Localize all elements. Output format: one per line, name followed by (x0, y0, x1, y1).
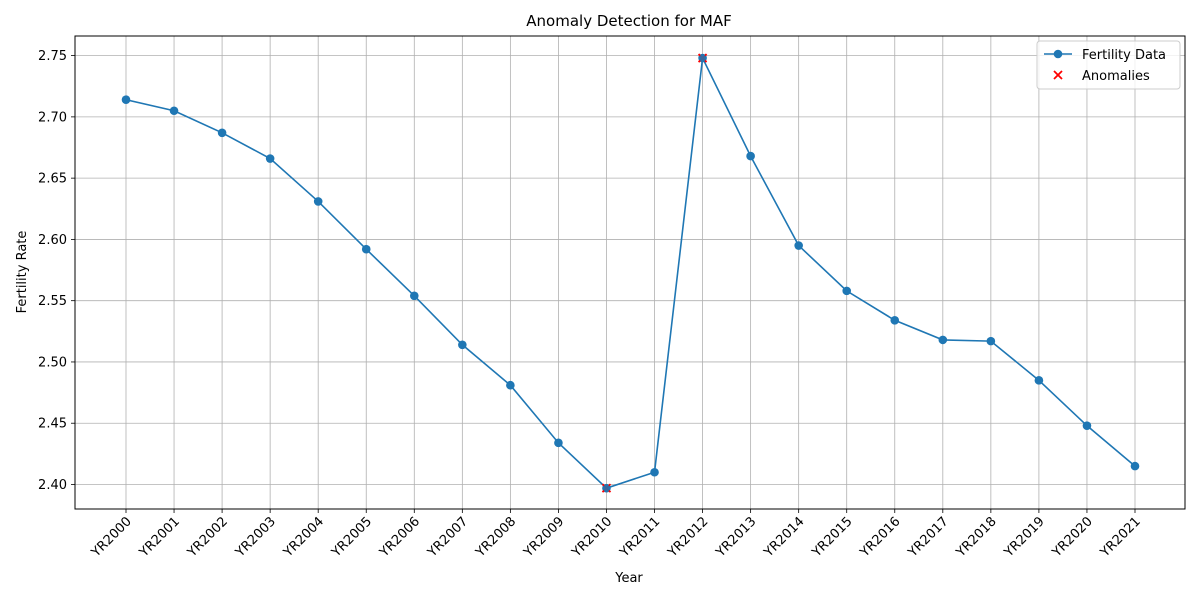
legend: Fertility Data Anomalies (1036, 40, 1181, 90)
x-tick-label: YR2005 (328, 514, 375, 561)
legend-label-anomalies: Anomalies (1082, 69, 1150, 84)
fertility-data-point (265, 154, 275, 163)
fertility-data-point (890, 315, 900, 325)
legend-label-fertility: Fertility Data (1082, 48, 1166, 63)
x-tick-label: YR2021 (1097, 514, 1144, 561)
fertility-data-point (1130, 461, 1140, 471)
legend-box (1036, 40, 1181, 90)
chart-title: Anomaly Detection for MAF (526, 12, 731, 30)
legend-anomaly-swatch (1053, 70, 1063, 80)
x-tick-label: YR2015 (809, 514, 856, 561)
y-tick-label: 2.55 (38, 294, 67, 309)
y-tick-label: 2.60 (38, 233, 67, 248)
anomaly-marker (601, 483, 612, 493)
x-tick-label: YR2003 (232, 514, 279, 561)
fertility-data-point (746, 151, 755, 161)
fertility-data-point (842, 286, 852, 296)
fertility-data-point (313, 197, 323, 206)
fertility-data-point (1034, 376, 1044, 385)
fertility-data-point (458, 340, 467, 350)
y-tick-label: 2.45 (38, 417, 67, 432)
x-tick-label: YR2004 (280, 514, 327, 561)
fertility-data-point (121, 95, 131, 105)
x-axis-title: Year (614, 571, 643, 586)
x-tick-label: YR2019 (1001, 514, 1048, 561)
fertility-data-point (650, 467, 659, 477)
fertility-data-point (361, 244, 371, 254)
x-tick-label: YR2002 (184, 514, 231, 561)
x-tick-label: YR2013 (713, 514, 760, 561)
plot-frame (74, 35, 1186, 510)
fertility-data-point (506, 380, 515, 390)
fertility-data-point (554, 438, 563, 448)
y-tick-label: 2.65 (38, 172, 67, 187)
x-tick-label: YR2006 (376, 514, 423, 561)
fertility-data-point (794, 241, 803, 250)
x-tick-label: YR2007 (424, 514, 471, 561)
x-tick-label: YR2016 (857, 514, 904, 561)
x-tick-label: YR2017 (905, 514, 952, 561)
fertility-data-point (169, 106, 179, 116)
x-tick-label: YR2014 (761, 514, 808, 561)
fertility-data-point (409, 291, 419, 301)
y-tick-label: 2.40 (38, 478, 67, 493)
plot-data (121, 53, 1140, 493)
fertility-data-point (217, 128, 227, 138)
anomaly-marker (697, 53, 708, 63)
fertility-data-point (1082, 421, 1092, 430)
y-axis-title: Fertility Rate (15, 231, 30, 314)
x-tick-label: YR2020 (1049, 514, 1096, 561)
x-tick-label: YR2011 (617, 514, 664, 561)
x-tick-label: YR2018 (953, 514, 1000, 561)
x-tick-label: YR2000 (88, 514, 135, 561)
x-tick-label: YR2010 (569, 514, 616, 561)
x-tick-label: YR2012 (665, 514, 712, 561)
y-tick-label: 2.50 (38, 355, 67, 370)
fertility-data-line (125, 55, 1136, 490)
fertility-data-point (986, 336, 996, 346)
fertility-data-point (938, 335, 948, 345)
x-tick-label: YR2009 (521, 514, 568, 561)
x-tick-label: YR2008 (472, 514, 519, 561)
grid (75, 36, 1185, 509)
legend-marker-swatch (1053, 49, 1063, 59)
y-tick-label: 2.75 (38, 49, 67, 64)
x-tick-label: YR2001 (136, 514, 183, 561)
y-tick-label: 2.70 (38, 110, 67, 125)
